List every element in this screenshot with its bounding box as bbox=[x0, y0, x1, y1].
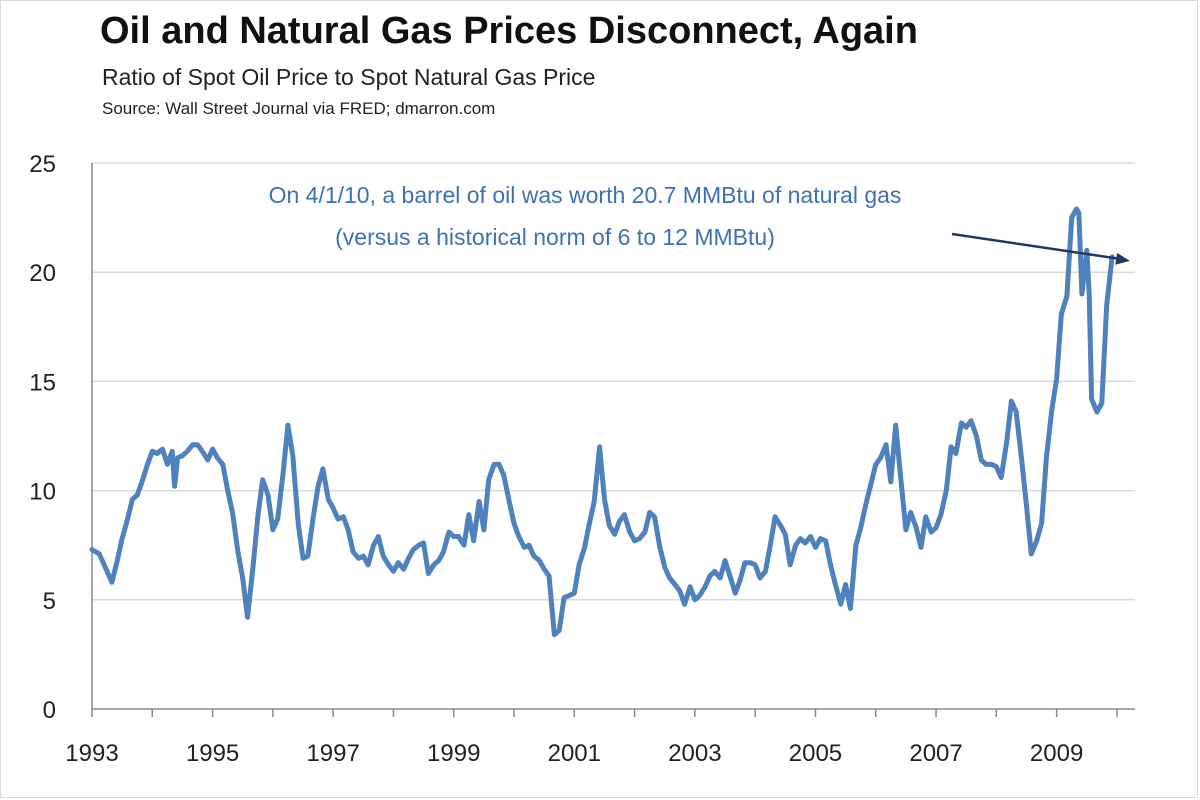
axes: 0 5 10 15 20 25 1993 1995 1997 1999 2001 2003 2005 20… bbox=[29, 151, 1135, 767]
annotation-arrow bbox=[951, 232, 1121, 261]
y-tick-label: 25 bbox=[29, 151, 56, 178]
y-tick-label: 10 bbox=[29, 479, 56, 506]
chart-subtitle: Ratio of Spot Oil Price to Spot Natural … bbox=[102, 64, 596, 90]
x-tick-label: 2007 bbox=[909, 740, 962, 767]
y-tick-label: 5 bbox=[43, 588, 56, 615]
chart-title: Oil and Natural Gas Prices Disconnect, A… bbox=[100, 10, 918, 52]
y-tick-label: 20 bbox=[29, 260, 56, 287]
x-tick-label: 1999 bbox=[427, 740, 480, 767]
x-tick-label: 2009 bbox=[1030, 740, 1083, 767]
x-tick-label: 2001 bbox=[548, 740, 601, 767]
chart-source: Source: Wall Street Journal via FRED; dm… bbox=[102, 99, 496, 118]
y-tick-label: 15 bbox=[29, 369, 56, 396]
annotation-line-2: (versus a historical norm of 6 to 12 MMB… bbox=[335, 224, 775, 250]
y-tick-label: 0 bbox=[43, 697, 56, 724]
annotation-arrowhead bbox=[1115, 252, 1130, 265]
x-tick-label: 2005 bbox=[789, 740, 842, 767]
x-tick-label: 1993 bbox=[65, 740, 118, 767]
x-tick-label: 1995 bbox=[186, 740, 239, 767]
annotation-line-1: On 4/1/10, a barrel of oil was worth 20.… bbox=[269, 182, 902, 208]
series-line bbox=[89, 206, 1115, 638]
x-tick-label: 2003 bbox=[668, 740, 721, 767]
x-tick-label: 1997 bbox=[306, 740, 359, 767]
series-group bbox=[89, 206, 1115, 638]
annotation: On 4/1/10, a barrel of oil was worth 20.… bbox=[269, 182, 1130, 265]
